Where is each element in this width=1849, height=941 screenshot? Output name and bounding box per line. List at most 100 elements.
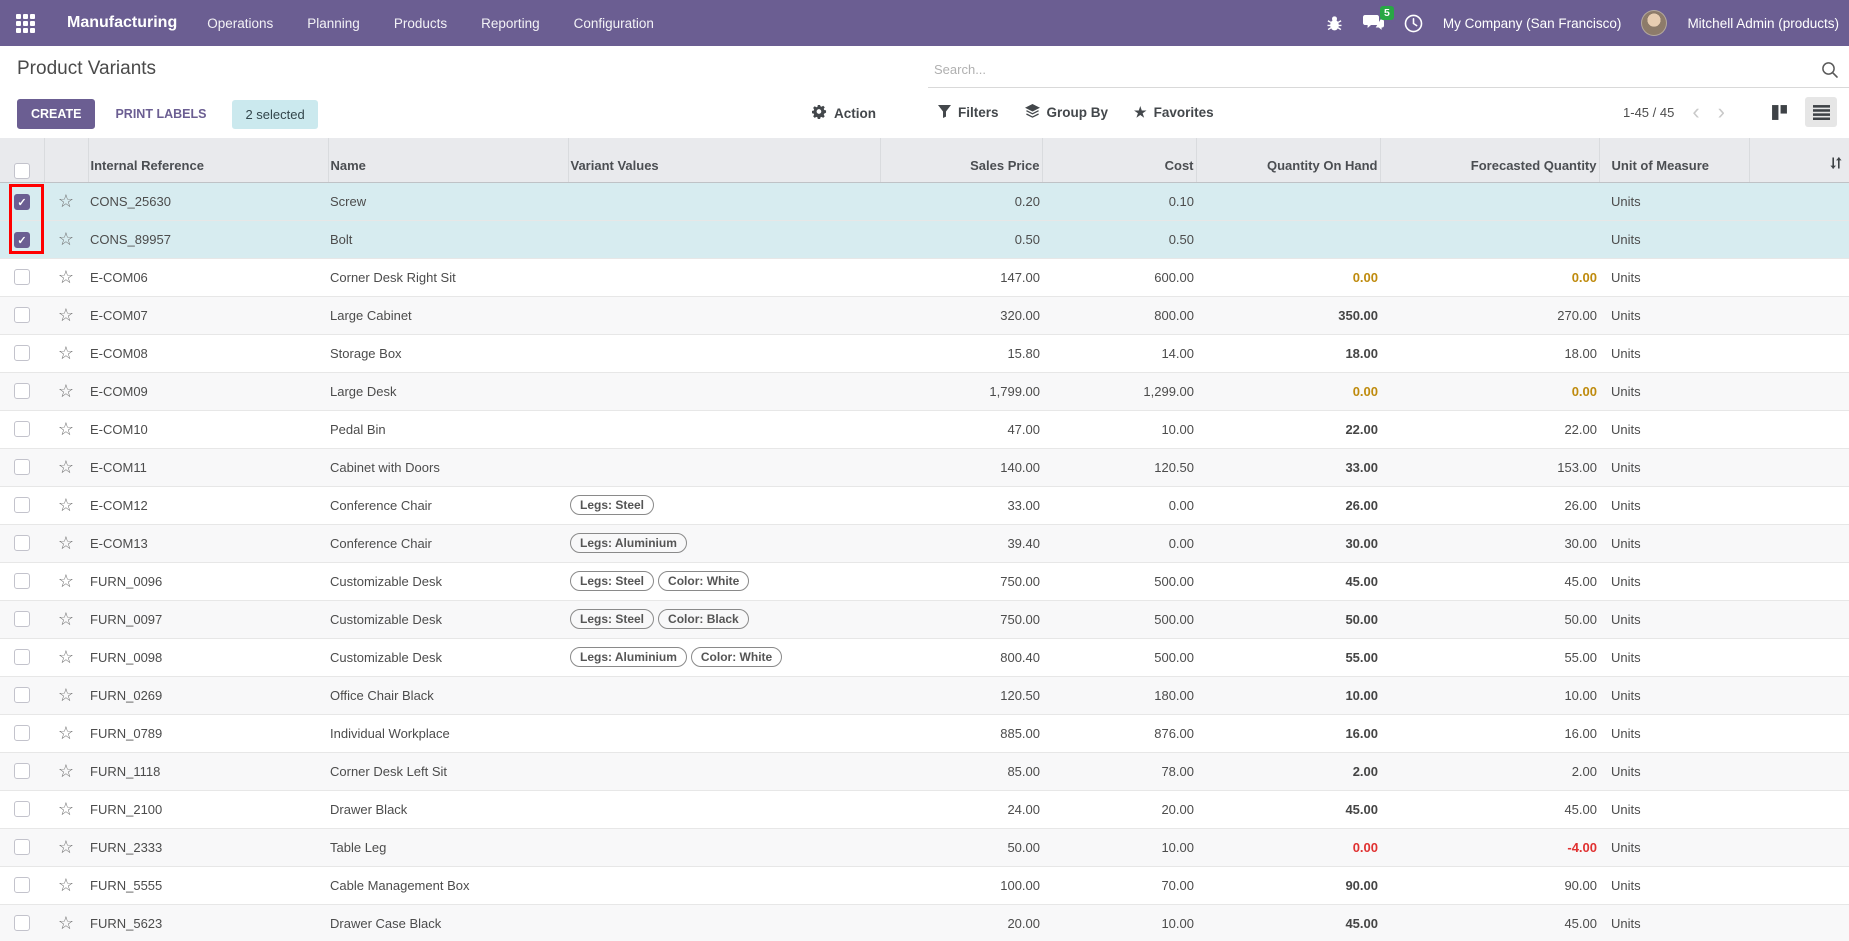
- table-row[interactable]: ☆ E-COM11 Cabinet with Doors 140.00 120.50 33…: [0, 448, 1849, 487]
- optional-columns-icon[interactable]: [1829, 156, 1843, 173]
- favorite-star-icon[interactable]: ☆: [57, 684, 75, 705]
- table-row[interactable]: ☆ FURN_0269 Office Chair Black 120.50 180.00…: [0, 676, 1849, 715]
- favorite-cell[interactable]: ☆: [44, 600, 88, 639]
- column-cost[interactable]: Cost: [1042, 138, 1197, 183]
- favorite-cell[interactable]: ☆: [44, 676, 88, 715]
- favorite-cell[interactable]: ☆: [44, 258, 88, 297]
- table-row[interactable]: ✓ ☆ CONS_89957 Bolt 0.50 0.50 Units: [0, 220, 1849, 259]
- column-variant-values[interactable]: Variant Values: [568, 138, 881, 183]
- row-checkbox[interactable]: [14, 344, 30, 361]
- row-checkbox[interactable]: [14, 610, 30, 627]
- favorite-star-icon[interactable]: ☆: [57, 570, 75, 591]
- nav-menu-operations[interactable]: Operations: [207, 15, 274, 31]
- app-name[interactable]: Manufacturing: [67, 14, 178, 31]
- row-select-cell[interactable]: [0, 676, 44, 715]
- row-select-cell[interactable]: [0, 296, 44, 335]
- group-by-button[interactable]: Group By: [1024, 104, 1108, 121]
- nav-menu-reporting[interactable]: Reporting: [481, 15, 540, 31]
- row-checkbox[interactable]: ✓: [14, 232, 30, 248]
- action-menu-button[interactable]: Action: [811, 104, 876, 122]
- favorite-cell[interactable]: ☆: [44, 524, 88, 563]
- favorite-star-icon[interactable]: ☆: [57, 532, 75, 553]
- kanban-view-button[interactable]: [1763, 97, 1795, 127]
- column-name[interactable]: Name: [328, 138, 569, 183]
- table-row[interactable]: ☆ FURN_0789 Individual Workplace 885.00 876.…: [0, 714, 1849, 753]
- nav-menu-planning[interactable]: Planning: [307, 15, 360, 31]
- messages-icon[interactable]: 5: [1362, 6, 1394, 32]
- list-view-button[interactable]: [1805, 97, 1837, 127]
- favorite-cell[interactable]: ☆: [44, 486, 88, 525]
- row-select-cell[interactable]: [0, 638, 44, 677]
- favorite-cell[interactable]: ☆: [44, 790, 88, 829]
- column-sales-price[interactable]: Sales Price: [880, 138, 1043, 183]
- favorite-cell[interactable]: ☆: [44, 714, 88, 753]
- favorite-cell[interactable]: ☆: [44, 904, 88, 941]
- row-select-cell[interactable]: [0, 714, 44, 753]
- nav-menu-products[interactable]: Products: [393, 15, 448, 31]
- row-checkbox[interactable]: [14, 572, 30, 589]
- table-row[interactable]: ☆ FURN_2333 Table Leg 50.00 10.00 0.00 -4.00 Un…: [0, 828, 1849, 867]
- favorite-star-icon[interactable]: ☆: [57, 798, 75, 819]
- print-labels-button[interactable]: PRINT LABELS: [109, 100, 212, 128]
- row-checkbox[interactable]: [14, 838, 30, 855]
- table-row[interactable]: ☆ E-COM07 Large Cabinet 320.00 800.00 350.00 2…: [0, 296, 1849, 335]
- favorite-star-icon[interactable]: ☆: [57, 266, 75, 287]
- favorite-star-icon[interactable]: ☆: [57, 304, 75, 325]
- search-icon[interactable]: [1821, 61, 1839, 84]
- favorite-cell[interactable]: ☆: [44, 562, 88, 601]
- table-row[interactable]: ☆ E-COM13 Conference Chair Legs: Aluminium 3…: [0, 524, 1849, 563]
- row-checkbox[interactable]: [14, 534, 30, 551]
- favorite-cell[interactable]: ☆: [44, 220, 88, 259]
- filters-button[interactable]: Filters: [938, 104, 999, 121]
- favorite-star-icon[interactable]: ☆: [57, 456, 75, 477]
- favorite-cell[interactable]: ☆: [44, 866, 88, 905]
- table-row[interactable]: ☆ FURN_5623 Drawer Case Black 20.00 10.00 45.…: [0, 904, 1849, 941]
- row-select-cell[interactable]: [0, 410, 44, 449]
- row-checkbox[interactable]: [14, 458, 30, 475]
- row-select-cell[interactable]: [0, 258, 44, 297]
- column-forecasted-quantity[interactable]: Forecasted Quantity: [1380, 138, 1600, 183]
- favorite-cell[interactable]: ☆: [44, 372, 88, 411]
- row-select-cell[interactable]: [0, 562, 44, 601]
- row-select-cell[interactable]: [0, 828, 44, 867]
- table-row[interactable]: ☆ E-COM08 Storage Box 15.80 14.00 18.00 18.00 U…: [0, 334, 1849, 373]
- row-select-cell[interactable]: [0, 486, 44, 525]
- apps-menu-icon[interactable]: [16, 13, 35, 33]
- row-select-cell[interactable]: [0, 372, 44, 411]
- column-quantity-on-hand[interactable]: Quantity On Hand: [1196, 138, 1381, 183]
- user-menu[interactable]: Mitchell Admin (products): [1687, 15, 1839, 31]
- row-select-cell[interactable]: [0, 448, 44, 487]
- favorite-cell[interactable]: ☆: [44, 410, 88, 449]
- row-checkbox[interactable]: [14, 686, 30, 703]
- favorite-cell[interactable]: ☆: [44, 448, 88, 487]
- table-row[interactable]: ☆ E-COM06 Corner Desk Right Sit 147.00 600.0…: [0, 258, 1849, 297]
- favorite-star-icon[interactable]: ☆: [57, 874, 75, 895]
- favorite-star-icon[interactable]: ☆: [57, 190, 75, 211]
- row-checkbox[interactable]: [14, 762, 30, 779]
- pager-next-button[interactable]: ›: [1717, 99, 1725, 124]
- favorite-cell[interactable]: ☆: [44, 334, 88, 373]
- row-checkbox[interactable]: [14, 800, 30, 817]
- row-select-cell[interactable]: [0, 790, 44, 829]
- user-avatar[interactable]: [1641, 10, 1668, 36]
- table-row[interactable]: ☆ FURN_0097 Customizable Desk Legs: Steel Co…: [0, 600, 1849, 639]
- favorite-cell[interactable]: ☆: [44, 752, 88, 791]
- row-checkbox[interactable]: [14, 876, 30, 893]
- favorite-cell[interactable]: ☆: [44, 182, 88, 221]
- table-row[interactable]: ☆ E-COM12 Conference Chair Legs: Steel 33.00…: [0, 486, 1849, 525]
- nav-menu-configuration[interactable]: Configuration: [573, 15, 654, 31]
- table-row[interactable]: ☆ E-COM09 Large Desk 1,799.00 1,299.00 0.00 0.…: [0, 372, 1849, 411]
- row-checkbox[interactable]: [14, 724, 30, 741]
- table-row[interactable]: ☆ FURN_1118 Corner Desk Left Sit 85.00 78.00…: [0, 752, 1849, 791]
- table-row[interactable]: ☆ FURN_0098 Customizable Desk Legs: Alumini…: [0, 638, 1849, 677]
- favorite-star-icon[interactable]: ☆: [57, 380, 75, 401]
- activity-clock-icon[interactable]: [1404, 14, 1423, 33]
- favorite-star-icon[interactable]: ☆: [57, 722, 75, 743]
- favorite-star-icon[interactable]: ☆: [57, 342, 75, 363]
- row-select-cell[interactable]: [0, 904, 44, 941]
- row-checkbox[interactable]: [14, 268, 30, 285]
- row-checkbox[interactable]: [14, 420, 30, 437]
- favorite-star-icon[interactable]: ☆: [57, 608, 75, 629]
- select-all-checkbox[interactable]: [13, 162, 30, 179]
- column-unit-of-measure[interactable]: Unit of Measure: [1599, 138, 1750, 183]
